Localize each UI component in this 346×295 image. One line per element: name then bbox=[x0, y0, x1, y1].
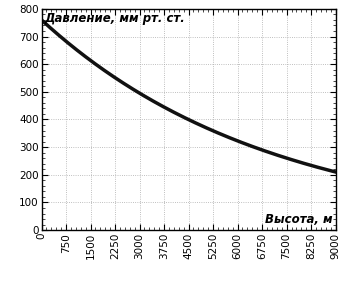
Text: Давление, мм рт. ст.: Давление, мм рт. ст. bbox=[44, 12, 185, 25]
Text: Высота, м: Высота, м bbox=[265, 213, 333, 226]
